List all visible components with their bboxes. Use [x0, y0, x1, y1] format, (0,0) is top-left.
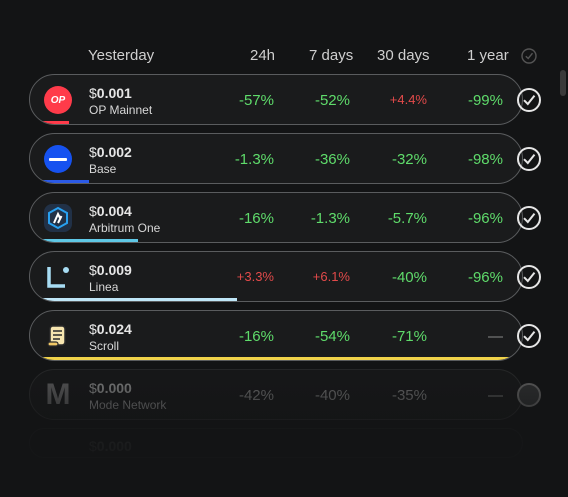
change-24h: -16%	[238, 328, 274, 345]
progress-bar	[30, 180, 90, 183]
change-30d: -71%	[391, 328, 427, 345]
change-24h: +3.3%	[236, 269, 274, 284]
change-30d: -40%	[391, 269, 427, 286]
linea-logo-icon	[44, 263, 72, 291]
price: $0.024	[89, 321, 132, 337]
base-logo-icon	[44, 145, 72, 173]
row-checked-icon[interactable]	[516, 146, 542, 172]
op-mainnet-logo-icon: OP	[44, 86, 72, 114]
scrollbar[interactable]	[560, 70, 566, 96]
network-name: OP Mainnet	[89, 103, 153, 117]
change-7d: -40%	[314, 387, 350, 404]
change-1y: -96%	[467, 269, 503, 286]
progress-bar	[30, 357, 522, 360]
change-7d: -36%	[314, 151, 350, 168]
header-30-days: 30 days	[377, 47, 430, 64]
network-name: Base	[89, 162, 117, 176]
row-checked-icon[interactable]	[516, 264, 542, 290]
price: $0.000	[89, 438, 132, 454]
price: $0.009	[89, 262, 132, 278]
header-1-year: 1 year	[467, 47, 509, 64]
arbitrum-logo-icon	[44, 204, 72, 232]
change-7d: -1.3%	[310, 210, 350, 227]
table-row-op-mainnet[interactable]: OP $0.001 OP Mainnet -57% -52% +4.4% -99…	[29, 74, 523, 125]
change-7d: +6.1%	[312, 269, 350, 284]
network-name: Scroll	[89, 339, 120, 353]
change-30d: +4.4%	[389, 92, 427, 107]
row-checked-icon[interactable]	[516, 87, 542, 113]
table-row-partial[interactable]: $0.000	[29, 428, 523, 458]
change-30d: -35%	[391, 387, 427, 404]
row-checked-icon[interactable]	[516, 323, 542, 349]
change-7d: -54%	[314, 328, 350, 345]
progress-bar	[30, 121, 70, 124]
progress-bar	[30, 298, 237, 301]
change-7d: -52%	[314, 92, 350, 109]
price: $0.001	[89, 85, 132, 101]
header-24h: 24h	[250, 47, 276, 64]
change-24h: -57%	[238, 92, 274, 109]
table-row-mode-network[interactable]: M $0.000 Mode Network -42% -40% -35% —	[29, 369, 523, 420]
table-row-arbitrum-one[interactable]: $0.004 Arbitrum One -16% -1.3% -5.7% -96…	[29, 192, 523, 243]
network-name: Linea	[89, 280, 119, 294]
change-1y: —	[488, 387, 503, 404]
change-24h: -16%	[238, 210, 274, 227]
scroll-logo-icon	[44, 322, 72, 350]
header-yesterday: Yesterday	[88, 47, 155, 64]
change-24h: -1.3%	[234, 151, 274, 168]
row-unchecked-icon[interactable]	[516, 382, 542, 408]
change-1y: -99%	[467, 92, 503, 109]
change-1y: -98%	[467, 151, 503, 168]
network-name: Mode Network	[89, 398, 167, 412]
change-1y: -96%	[467, 210, 503, 227]
table-row-base[interactable]: $0.002 Base -1.3% -36% -32% -98%	[29, 133, 523, 184]
progress-bar	[30, 239, 139, 242]
network-name: Arbitrum One	[89, 221, 161, 235]
change-1y: —	[488, 328, 503, 345]
change-24h: -42%	[238, 387, 274, 404]
price: $0.002	[89, 144, 132, 160]
price: $0.000	[89, 380, 132, 396]
change-30d: -32%	[391, 151, 427, 168]
price: $0.004	[89, 203, 132, 219]
change-30d: -5.7%	[387, 210, 427, 227]
table-row-scroll[interactable]: $0.024 Scroll -16% -54% -71% —	[29, 310, 523, 361]
header-7-days: 7 days	[309, 47, 354, 64]
row-checked-icon[interactable]	[516, 205, 542, 231]
select-all-check-icon[interactable]	[521, 48, 537, 64]
table-header: Yesterday 24h 7 days 30 days 1 year	[0, 44, 568, 68]
mode-network-logo-icon: M	[45, 378, 71, 411]
table-row-linea[interactable]: $0.009 Linea +3.3% +6.1% -40% -96%	[29, 251, 523, 302]
